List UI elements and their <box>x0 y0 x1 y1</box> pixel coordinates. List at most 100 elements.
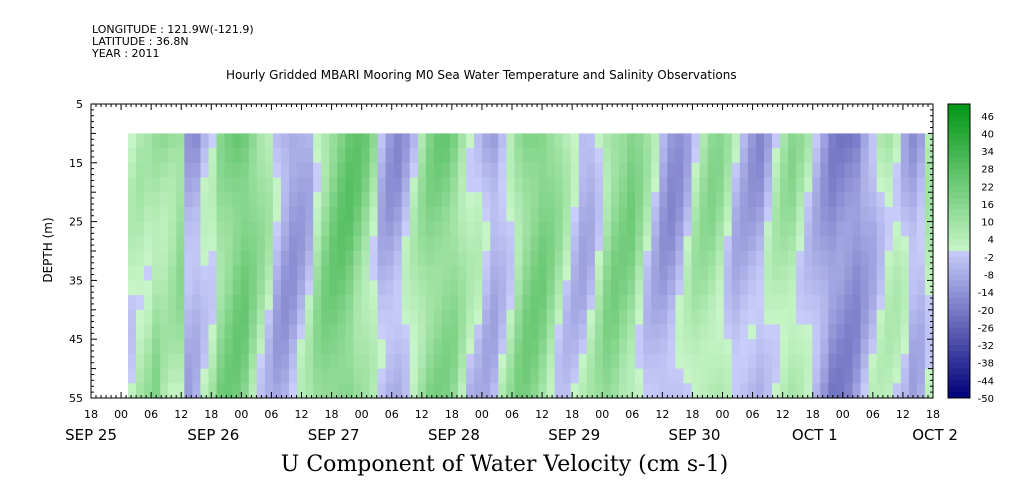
heatmap-cell <box>136 295 145 311</box>
heatmap-cell <box>224 280 234 296</box>
heatmap-cell <box>168 295 177 311</box>
heatmap-cell <box>385 280 395 296</box>
heatmap-cell <box>240 383 250 399</box>
heatmap-cell <box>393 148 403 164</box>
heatmap-cell <box>240 324 250 340</box>
heatmap-cell <box>780 148 789 164</box>
heatmap-cell <box>289 251 298 267</box>
heatmap-cell <box>667 236 676 252</box>
heatmap-cell <box>522 265 532 281</box>
heatmap-cell <box>731 368 741 384</box>
heatmap-cell <box>361 236 371 252</box>
colorbar-step <box>948 386 970 393</box>
heatmap-cell <box>828 162 837 179</box>
heatmap-cell <box>788 177 797 193</box>
heatmap-cell <box>377 236 387 252</box>
heatmap-cell <box>377 192 387 208</box>
heatmap-cell <box>409 192 419 208</box>
heatmap-cell <box>216 251 226 267</box>
heatmap-cell <box>820 162 829 179</box>
heatmap-cell <box>876 265 886 281</box>
heatmap-cell <box>361 177 371 193</box>
heatmap-cell <box>208 236 218 252</box>
heatmap-cell <box>788 280 797 296</box>
heatmap-cell <box>780 353 789 370</box>
heatmap-cell <box>643 177 652 193</box>
heatmap-cell <box>860 324 870 340</box>
colorbar-step <box>948 133 970 140</box>
heatmap-cell <box>739 148 749 164</box>
x-tick-label: 00 <box>114 408 128 421</box>
colorbar-step <box>948 327 970 334</box>
heatmap-cell <box>772 236 781 252</box>
heatmap-cell <box>772 192 781 208</box>
heatmap-cell <box>466 162 475 179</box>
heatmap-cell <box>683 295 693 311</box>
heatmap-cell <box>643 339 652 355</box>
heatmap-cell <box>184 353 193 370</box>
heatmap-cell <box>506 368 515 384</box>
heatmap-cell <box>683 251 693 267</box>
heatmap-cell <box>305 236 314 252</box>
heatmap-cell <box>892 177 902 193</box>
heatmap-cell <box>482 295 491 311</box>
heatmap-cell <box>691 295 701 311</box>
heatmap-cell <box>474 148 483 164</box>
heatmap-cell <box>280 265 290 281</box>
heatmap-cell <box>441 368 451 384</box>
heatmap-cell <box>554 206 564 223</box>
heatmap-cell <box>409 309 419 326</box>
heatmap-cell <box>884 280 894 296</box>
heatmap-cell <box>216 339 226 355</box>
heatmap-cell <box>345 236 354 252</box>
heatmap-cell <box>578 133 588 149</box>
heatmap-cell <box>482 251 491 267</box>
heatmap-cell <box>683 133 693 149</box>
heatmap-cell <box>441 251 451 267</box>
heatmap-cell <box>514 280 524 296</box>
heatmap-cell <box>522 221 532 237</box>
heatmap-cell <box>844 368 854 384</box>
heatmap-cell <box>353 280 363 296</box>
heatmap-cell <box>152 280 161 296</box>
heatmap-cell <box>280 353 290 370</box>
x-day-label: OCT 1 <box>792 426 838 444</box>
heatmap-cell <box>482 162 491 179</box>
heatmap-cell <box>361 148 371 164</box>
heatmap-cell <box>313 221 322 237</box>
heatmap-cell <box>627 251 636 267</box>
heatmap-cell <box>538 148 548 164</box>
heatmap-cell <box>908 162 918 179</box>
heatmap-cell <box>474 383 483 399</box>
heatmap-cell <box>836 236 846 252</box>
heatmap-cell <box>240 339 250 355</box>
x-tick-label: 00 <box>836 408 850 421</box>
heatmap-cell <box>522 324 532 340</box>
heatmap-cell <box>611 162 620 179</box>
heatmap-cell <box>313 383 322 399</box>
heatmap-cell <box>643 206 652 223</box>
heatmap-cell <box>828 148 837 164</box>
heatmap-cell <box>264 280 274 296</box>
heatmap-cell <box>788 265 797 281</box>
heatmap-cell <box>643 162 652 179</box>
heatmap-cell <box>506 192 515 208</box>
heatmap-cell <box>691 383 701 399</box>
heatmap-cell <box>707 236 717 252</box>
heatmap-cell <box>152 221 161 237</box>
heatmap-cell <box>675 295 685 311</box>
heatmap-cell <box>876 177 886 193</box>
heatmap-cell <box>763 339 773 355</box>
heatmap-cell <box>160 383 169 399</box>
heatmap-cell <box>401 221 411 237</box>
heatmap-cell <box>482 221 491 237</box>
heatmap-cell <box>892 353 902 370</box>
heatmap-cell <box>820 339 829 355</box>
heatmap-cell <box>651 353 660 370</box>
heatmap-cell <box>498 192 507 208</box>
heatmap-cell <box>377 383 387 399</box>
heatmap-cell <box>755 162 765 179</box>
heatmap-cell <box>836 148 846 164</box>
heatmap-cell <box>747 383 757 399</box>
heatmap-cell <box>128 236 137 252</box>
